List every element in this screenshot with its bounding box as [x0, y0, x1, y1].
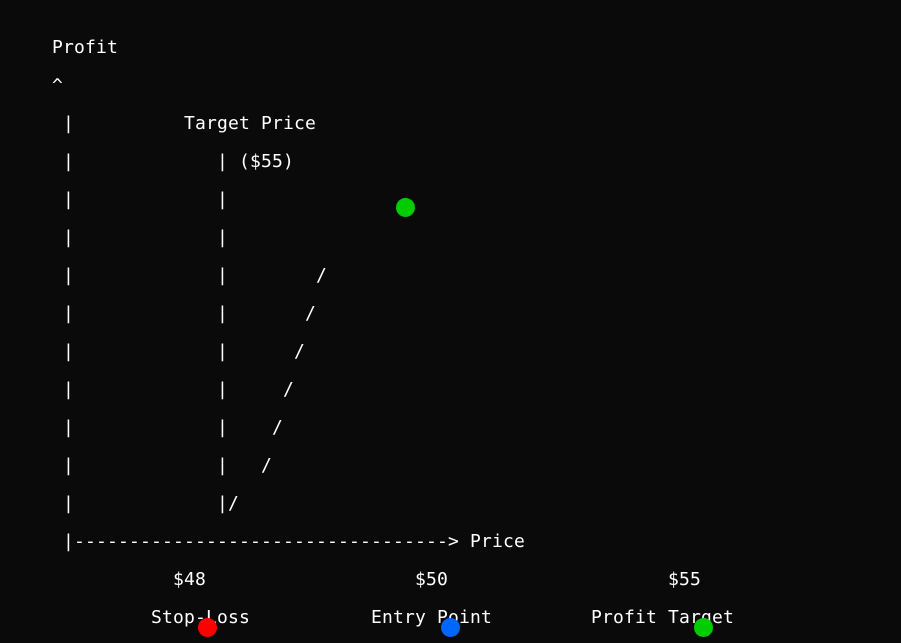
chart-canvas: Profit ^ | Target Price | | ($55) | | | …	[0, 0, 901, 643]
ascii-chart: Profit ^ | Target Price | | ($55) | | | …	[52, 29, 734, 643]
entry-point-color-dot	[441, 618, 460, 637]
stop-loss-color-dot	[198, 618, 217, 637]
profit-target-color-dot	[694, 618, 713, 637]
profit-marker-dot	[396, 198, 415, 217]
